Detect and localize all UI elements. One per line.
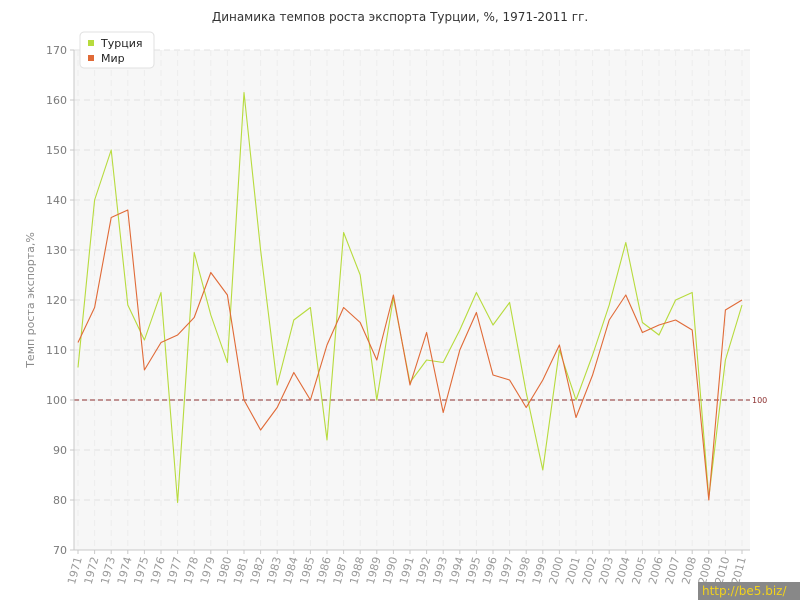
y-tick-labels: 70 80 90 100 110 120 130 140 150 160 170 bbox=[46, 44, 74, 557]
y-axis-label: Темп роста экспорта,% bbox=[24, 232, 37, 369]
series-layer bbox=[77, 91, 743, 504]
y-tick-label: 160 bbox=[46, 94, 67, 107]
legend: Турция Мир bbox=[79, 31, 155, 69]
y-tick-label: 140 bbox=[46, 194, 67, 207]
series-line-world bbox=[77, 209, 743, 501]
y-tick-label: 80 bbox=[53, 494, 67, 507]
x-tick-labels: 1971197219731974197519761977197819791980… bbox=[65, 550, 749, 586]
legend-swatch-world bbox=[88, 55, 94, 61]
reference-line-label: 100 bbox=[752, 396, 767, 405]
y-tick-label: 130 bbox=[46, 244, 67, 257]
legend-swatch-turkey bbox=[88, 40, 94, 46]
chart-title: Динамика темпов роста экспорта Турции, %… bbox=[212, 10, 588, 24]
watermark[interactable]: http://be5.biz/ bbox=[698, 582, 800, 600]
y-tick-label: 110 bbox=[46, 344, 67, 357]
legend-label-turkey: Турция bbox=[100, 37, 142, 50]
y-tick-label: 150 bbox=[46, 144, 67, 157]
y-tick-label: 100 bbox=[46, 394, 67, 407]
y-tick-label: 170 bbox=[46, 44, 67, 57]
legend-label-world: Мир bbox=[101, 52, 125, 65]
y-tick-label: 70 bbox=[53, 544, 67, 557]
y-tick-label: 90 bbox=[53, 444, 67, 457]
reference-line: 100 bbox=[74, 396, 767, 405]
y-tick-label: 120 bbox=[46, 294, 67, 307]
legend-box bbox=[79, 31, 155, 69]
